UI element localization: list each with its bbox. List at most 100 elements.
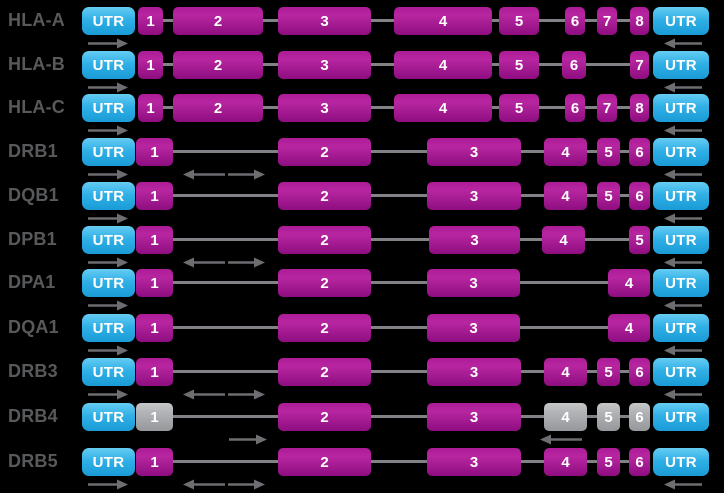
exon-box: 3 [427, 138, 521, 166]
intron-connector-line [370, 63, 395, 66]
forward-primer-arrow-icon [88, 389, 128, 400]
intron-connector-line [584, 106, 598, 109]
intron-connector-line [162, 63, 174, 66]
intron-connector-line [172, 326, 279, 329]
forward-primer-arrow-icon [88, 479, 128, 490]
gene-row: DRB4 UTR 1 2 3 4 5 6 UTR [0, 403, 724, 447]
intron-connector-line [538, 63, 563, 66]
forward-primer-arrow-icon [88, 345, 128, 356]
exon-box: 2 [278, 138, 371, 166]
intron-connector-line [586, 460, 598, 463]
exon-box: 6 [562, 51, 586, 79]
exon-box: 1 [136, 138, 173, 166]
utr-box: UTR [653, 226, 709, 254]
intron-connector-line [584, 238, 630, 241]
utr-box: UTR [653, 182, 709, 210]
forward-primer-arrow-icon [88, 213, 128, 224]
intron-connector-line [262, 63, 279, 66]
exon-box: 3 [427, 182, 521, 210]
intron-connector-line [370, 19, 395, 22]
gene-row: DRB5 UTR 1 2 3 4 5 6 UTR [0, 448, 724, 492]
intron-connector-line [370, 281, 428, 284]
forward-primer-arrow-icon [88, 125, 128, 136]
intron-connector-line [491, 106, 500, 109]
reverse-primer-arrow-icon [540, 434, 582, 445]
exon-box: 5 [597, 448, 620, 476]
utr-box: UTR [82, 314, 135, 342]
forward-primer-arrow-icon [228, 389, 265, 400]
utr-box: UTR [82, 448, 135, 476]
exon-box: 3 [427, 358, 521, 386]
gene-row: HLA-A UTR 1 2 3 4 5 6 7 8 UTR [0, 7, 724, 51]
exon-box: 5 [597, 403, 620, 431]
reverse-primer-arrow-icon [183, 257, 225, 268]
exon-box: 2 [278, 448, 371, 476]
row-label: DRB3 [8, 361, 58, 381]
intron-connector-line [370, 150, 428, 153]
utr-box: UTR [82, 403, 135, 431]
gene-row: DRB3 UTR 1 2 3 4 5 6 UTR [0, 358, 724, 402]
utr-box: UTR [653, 51, 709, 79]
utr-box: UTR [653, 269, 709, 297]
intron-connector-line [491, 19, 500, 22]
intron-connector-line [619, 370, 630, 373]
intron-connector-line [172, 415, 279, 418]
intron-connector-line [619, 415, 630, 418]
forward-primer-arrow-icon [228, 257, 265, 268]
gene-row: DPA1 UTR 1 2 3 4 UTR [0, 269, 724, 313]
gene-row: HLA-C UTR 1 2 3 4 5 6 7 8 UTR [0, 94, 724, 138]
exon-box: 1 [136, 358, 173, 386]
exon-box: 4 [544, 358, 587, 386]
exon-box: 6 [629, 403, 650, 431]
intron-connector-line [619, 460, 630, 463]
intron-connector-line [370, 460, 428, 463]
reverse-primer-arrow-icon [183, 389, 225, 400]
exon-box: 4 [544, 182, 587, 210]
exon-box: 4 [394, 7, 492, 35]
exon-box: 4 [608, 314, 650, 342]
intron-connector-line [586, 415, 598, 418]
utr-box: UTR [82, 7, 135, 35]
exon-box: 3 [278, 51, 371, 79]
exon-box: 7 [630, 51, 649, 79]
intron-connector-line [585, 63, 631, 66]
reverse-primer-arrow-icon [183, 169, 225, 180]
row-label: HLA-A [8, 10, 65, 30]
reverse-primer-arrow-icon [664, 38, 702, 49]
intron-connector-line [619, 150, 630, 153]
row-label: DRB4 [8, 406, 58, 426]
gene-row: DPB1 UTR 1 2 3 4 5 UTR [0, 226, 724, 270]
exon-box: 3 [427, 448, 521, 476]
intron-connector-line [520, 460, 545, 463]
forward-primer-arrow-icon [88, 257, 128, 268]
utr-box: UTR [653, 138, 709, 166]
reverse-primer-arrow-icon [664, 257, 702, 268]
exon-box: 6 [629, 138, 650, 166]
utr-box: UTR [653, 94, 709, 122]
utr-box: UTR [653, 403, 709, 431]
exon-box: 3 [429, 226, 520, 254]
exon-box: 4 [608, 269, 650, 297]
utr-box: UTR [653, 358, 709, 386]
exon-box: 4 [544, 403, 587, 431]
intron-connector-line [172, 460, 279, 463]
exon-box: 2 [278, 182, 371, 210]
exon-box: 8 [630, 94, 649, 122]
intron-connector-line [519, 281, 609, 284]
row-label: DQB1 [8, 185, 59, 205]
utr-box: UTR [653, 7, 709, 35]
exon-box: 3 [427, 269, 520, 297]
reverse-primer-arrow-icon [664, 300, 702, 311]
gene-row: HLA-B UTR 1 2 3 4 5 6 7 UTR [0, 51, 724, 95]
intron-connector-line [370, 194, 428, 197]
exon-box: 3 [278, 94, 371, 122]
exon-box: 5 [597, 182, 620, 210]
intron-connector-line [491, 63, 500, 66]
exon-box: 1 [138, 7, 163, 35]
intron-connector-line [538, 106, 566, 109]
intron-connector-line [616, 19, 631, 22]
reverse-primer-arrow-icon [664, 389, 702, 400]
forward-primer-arrow-icon [88, 82, 128, 93]
row-label: DPB1 [8, 229, 57, 249]
